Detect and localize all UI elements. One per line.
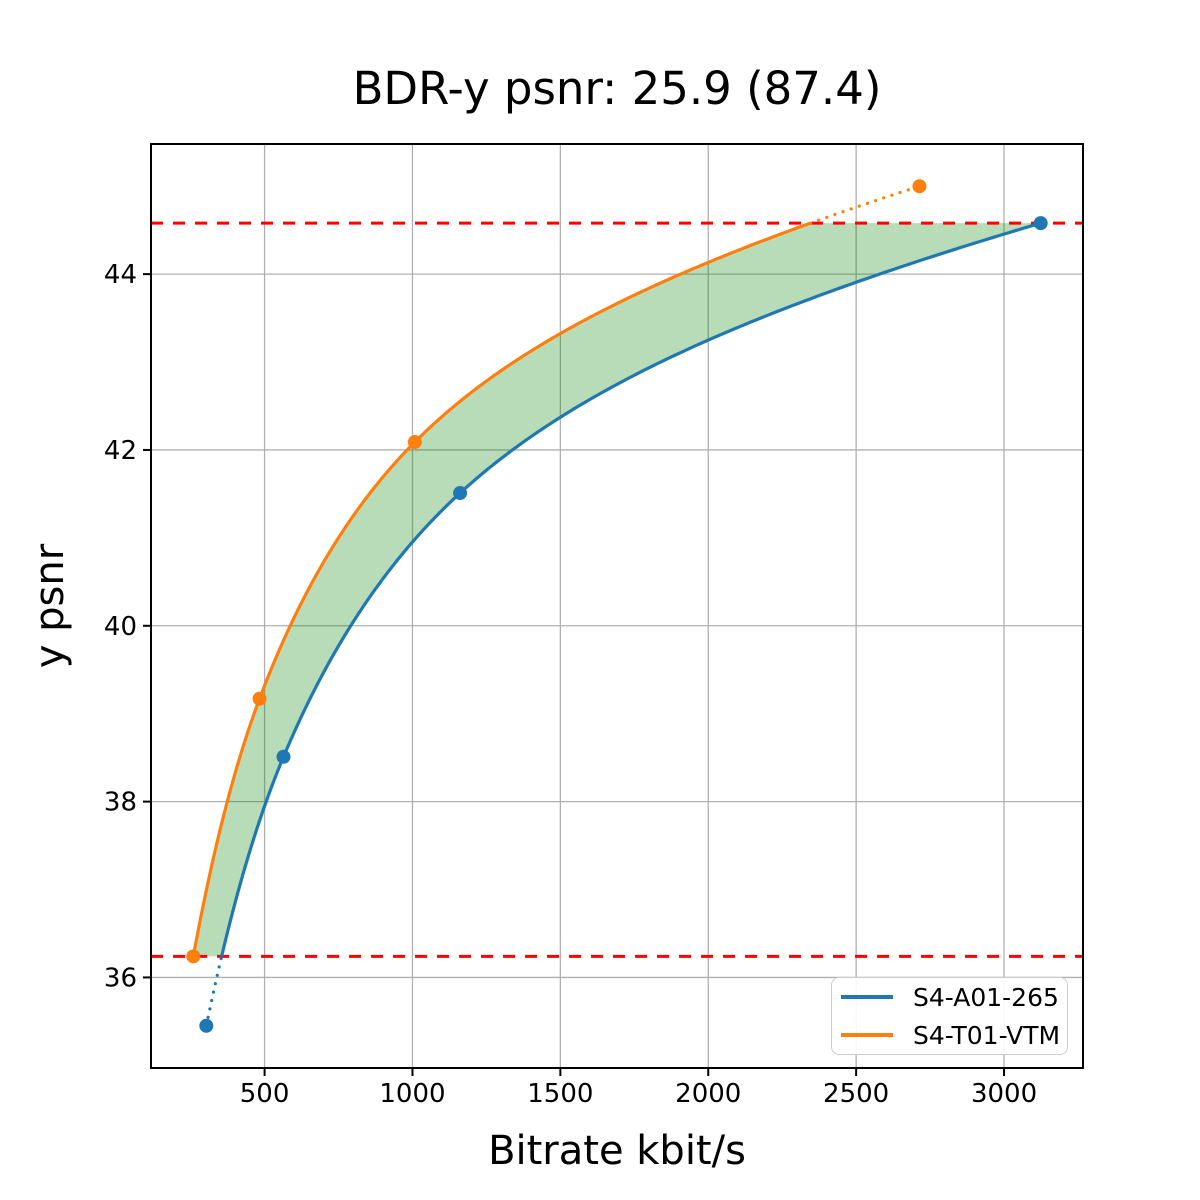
bd-overlap-fill	[193, 223, 1041, 957]
y-axis-label: y psnr	[27, 543, 73, 669]
data-point-marker	[407, 435, 422, 450]
y-tick-label: 36	[104, 963, 137, 993]
x-tick-label: 3000	[971, 1079, 1037, 1109]
legend: S4-A01-265 S4-T01-VTM	[831, 977, 1068, 1055]
data-point-marker	[199, 1018, 214, 1033]
chart-title: BDR-y psnr: 25.9 (87.4)	[352, 62, 882, 115]
x-tick-label: 1500	[527, 1079, 593, 1109]
curve-dotted-segment	[808, 184, 922, 225]
legend-line-swatch-orange	[841, 1033, 893, 1037]
data-point-marker	[252, 691, 267, 706]
legend-line-swatch-blue	[841, 995, 893, 999]
legend-item: S4-A01-265	[832, 978, 1067, 1016]
data-point-marker	[276, 749, 291, 764]
data-point-marker	[453, 486, 468, 501]
axes-spines	[150, 143, 1084, 1069]
y-tick-label: 40	[104, 612, 137, 642]
data-point-marker	[912, 179, 927, 194]
curve-solid-segment	[220, 221, 1042, 957]
x-tick-label: 500	[240, 1079, 290, 1109]
curve-dotted-segment	[204, 954, 224, 1028]
x-axis-label: Bitrate kbit/s	[488, 1128, 746, 1174]
y-tick-label: 42	[104, 436, 137, 466]
x-tick-label: 1000	[379, 1079, 445, 1109]
data-point-marker	[1033, 216, 1048, 231]
x-tick-label: 2500	[823, 1079, 889, 1109]
data-point-marker	[186, 949, 201, 964]
legend-item: S4-T01-VTM	[832, 1016, 1067, 1054]
legend-label: S4-A01-265	[913, 982, 1059, 1012]
curve-solid-segment	[191, 221, 812, 957]
legend-label: S4-T01-VTM	[913, 1020, 1061, 1050]
x-tick-label: 2000	[675, 1079, 741, 1109]
y-tick-label: 44	[104, 260, 137, 290]
y-tick-label: 38	[104, 788, 137, 818]
